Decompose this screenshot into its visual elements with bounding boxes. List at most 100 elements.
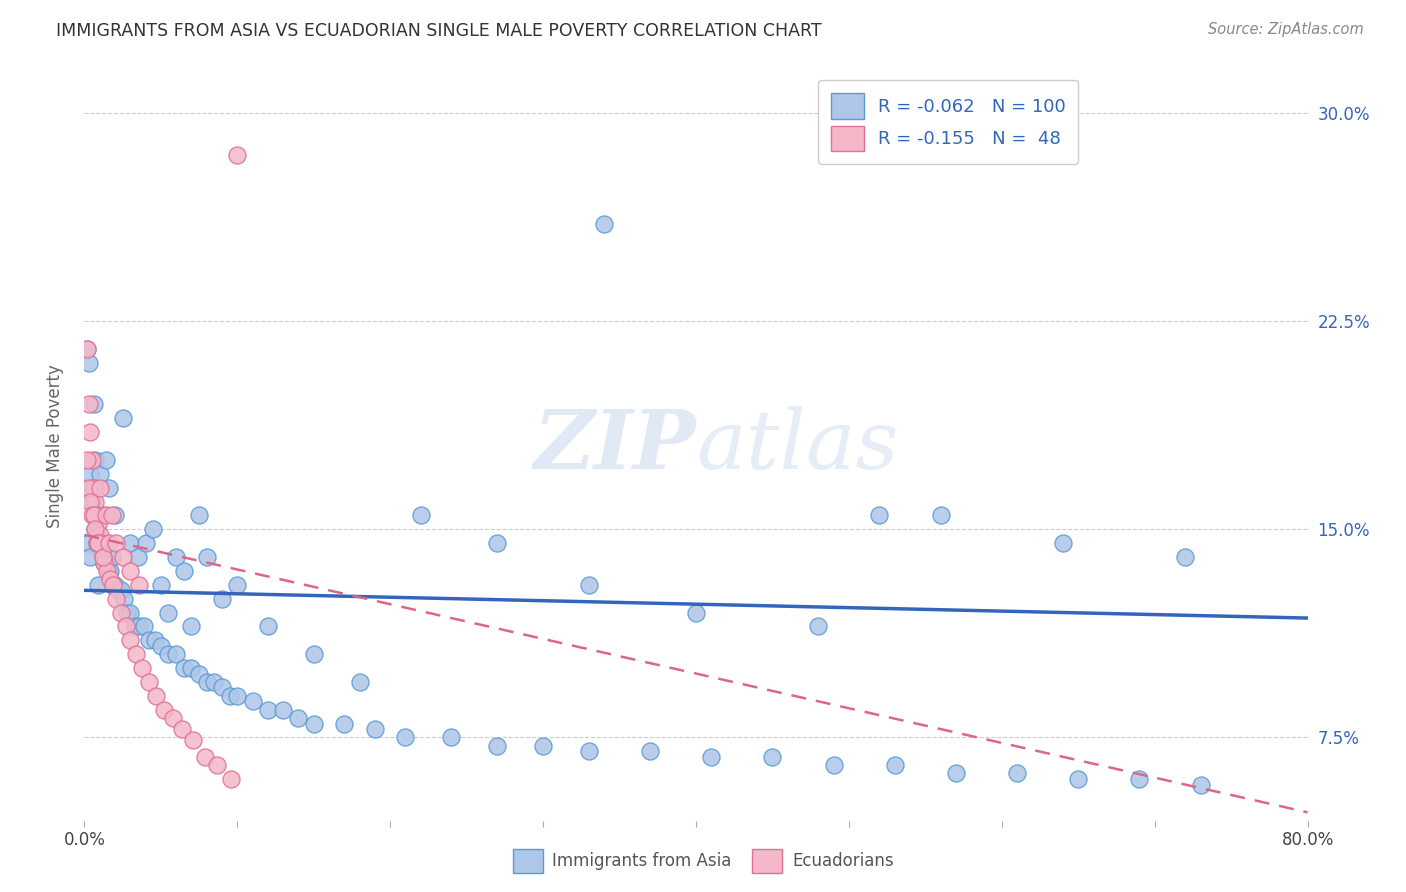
Point: [869, 508, 891, 523]
Point: [101, 508, 124, 523]
Point: [883, 758, 905, 772]
Point: [138, 674, 160, 689]
Point: [120, 633, 142, 648]
Point: [90, 544, 112, 558]
Point: [93, 556, 115, 570]
Point: [77, 356, 100, 370]
Point: [91, 549, 114, 564]
Point: [87, 516, 110, 531]
Point: [98, 564, 121, 578]
Point: [578, 744, 600, 758]
Point: [180, 619, 202, 633]
Point: [188, 508, 211, 523]
Point: [1052, 536, 1074, 550]
Point: [486, 536, 509, 550]
Point: [242, 694, 264, 708]
Point: [145, 689, 167, 703]
Point: [104, 508, 127, 523]
Point: [578, 578, 600, 592]
Point: [97, 481, 120, 495]
Point: [157, 647, 180, 661]
Point: [219, 772, 242, 786]
Point: [86, 536, 108, 550]
Point: [101, 549, 124, 564]
Point: [120, 606, 142, 620]
Point: [114, 619, 136, 633]
Point: [945, 766, 967, 780]
Point: [80, 453, 103, 467]
Text: ZIP: ZIP: [533, 406, 696, 486]
Point: [83, 508, 105, 523]
Point: [143, 633, 166, 648]
Point: [79, 549, 101, 564]
Point: [1128, 772, 1150, 786]
Point: [89, 536, 111, 550]
Point: [257, 619, 280, 633]
Point: [211, 591, 233, 606]
Point: [593, 217, 616, 231]
Point: [94, 508, 117, 523]
Point: [83, 481, 105, 495]
Point: [1005, 766, 1028, 780]
Point: [349, 674, 371, 689]
Point: [76, 342, 98, 356]
Point: [364, 722, 387, 736]
Point: [138, 633, 160, 648]
Point: [135, 536, 157, 550]
Point: [80, 494, 103, 508]
Point: [86, 528, 108, 542]
Point: [440, 731, 463, 745]
Point: [83, 397, 105, 411]
Point: [87, 536, 110, 550]
Point: [287, 711, 309, 725]
Point: [302, 647, 325, 661]
Point: [91, 549, 114, 564]
Point: [394, 731, 416, 745]
Point: [124, 619, 146, 633]
Point: [153, 703, 176, 717]
Point: [128, 619, 150, 633]
Point: [132, 619, 155, 633]
Point: [77, 536, 100, 550]
Point: [165, 647, 187, 661]
Point: [83, 508, 105, 523]
Point: [97, 536, 120, 550]
Point: [172, 722, 194, 736]
Point: [97, 564, 120, 578]
Point: [207, 758, 229, 772]
Point: [89, 528, 111, 542]
Point: [77, 397, 100, 411]
Point: [929, 508, 952, 523]
Point: [218, 689, 240, 703]
Text: atlas: atlas: [696, 406, 898, 486]
Point: [96, 564, 118, 578]
Point: [162, 711, 184, 725]
Point: [125, 647, 148, 661]
Point: [86, 508, 108, 523]
Point: [120, 564, 142, 578]
Point: [101, 578, 124, 592]
Point: [1174, 549, 1197, 564]
Point: [409, 508, 432, 523]
Point: [98, 572, 121, 586]
Point: [112, 591, 135, 606]
Point: [90, 536, 112, 550]
Point: [761, 749, 783, 764]
Point: [91, 549, 114, 564]
Point: [87, 578, 110, 592]
Legend: Immigrants from Asia, Ecuadorians: Immigrants from Asia, Ecuadorians: [506, 842, 900, 880]
Point: [226, 147, 249, 161]
Text: IMMIGRANTS FROM ASIA VS ECUADORIAN SINGLE MALE POVERTY CORRELATION CHART: IMMIGRANTS FROM ASIA VS ECUADORIAN SINGL…: [56, 22, 823, 40]
Point: [302, 716, 325, 731]
Point: [84, 453, 107, 467]
Point: [77, 481, 100, 495]
Point: [195, 674, 218, 689]
Point: [685, 606, 707, 620]
Point: [127, 549, 149, 564]
Point: [96, 556, 118, 570]
Point: [181, 733, 204, 747]
Point: [110, 606, 132, 620]
Point: [79, 467, 101, 481]
Point: [165, 549, 187, 564]
Point: [84, 522, 107, 536]
